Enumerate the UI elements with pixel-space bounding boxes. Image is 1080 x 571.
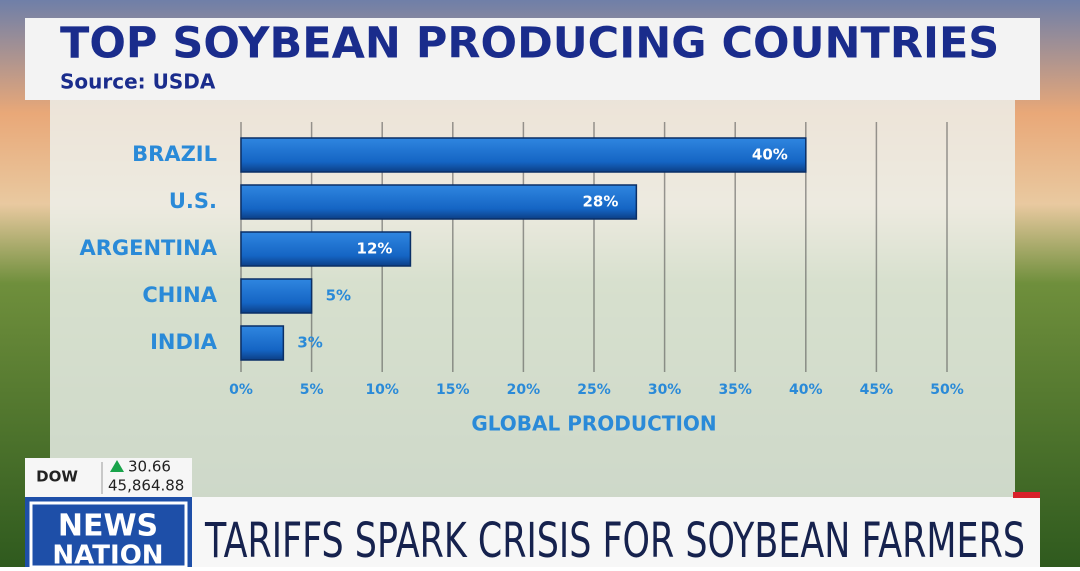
x-tick-label: 40% xyxy=(789,382,823,398)
logo-box xyxy=(25,497,192,567)
value-label: 3% xyxy=(297,334,322,352)
bar xyxy=(240,325,285,361)
plot: 0% 5% 10% 15% 20% 25% 30% 35% 40% 45% 50% BRAZIL 40%… xyxy=(79,122,964,398)
x-tick-label: 30% xyxy=(648,382,682,398)
y-tick-label: INDIA xyxy=(150,330,218,354)
chart-title: TOP SOYBEAN PRODUCING COUNTRIES xyxy=(60,19,999,69)
ticker-index: DOW xyxy=(36,468,78,486)
x-tick-label: 15% xyxy=(436,382,470,398)
logo-line1: NEWS xyxy=(58,509,158,544)
value-label: 12% xyxy=(357,240,393,258)
title-bar xyxy=(25,18,1040,100)
ticker-box xyxy=(25,458,192,497)
up-arrow xyxy=(110,460,124,472)
x-tick-label: 35% xyxy=(718,382,752,398)
value-label: 40% xyxy=(752,146,788,164)
x-tick-label: 20% xyxy=(507,382,541,398)
x-tick-label: 0% xyxy=(229,382,253,398)
y-tick-label: CHINA xyxy=(142,283,217,307)
value-label: 5% xyxy=(326,287,351,305)
ticker-change: 30.66 xyxy=(128,458,171,476)
x-tick-label: 50% xyxy=(930,382,964,398)
logo-line2: NATION xyxy=(52,541,163,568)
headline-box xyxy=(192,497,1040,567)
ticker-level: 45,864.88 xyxy=(108,477,184,495)
x-tick-label: 25% xyxy=(577,382,611,398)
y-tick-label: BRAZIL xyxy=(132,142,217,166)
y-tick-label: U.S. xyxy=(169,189,217,213)
x-tick-label: 45% xyxy=(860,382,894,398)
chart-subtitle: Source: USDA xyxy=(60,70,216,94)
bar xyxy=(240,278,313,314)
y-tick-label: ARGENTINA xyxy=(79,236,217,260)
bar xyxy=(240,184,638,220)
bar xyxy=(240,137,807,173)
bar xyxy=(240,231,412,267)
x-axis-label: GLOBAL PRODUCTION xyxy=(471,412,716,436)
x-tick-label: 10% xyxy=(365,382,399,398)
headline: TARIFFS SPARK CRISIS FOR SOYBEAN FARMERS xyxy=(204,513,1025,567)
value-label: 28% xyxy=(582,193,618,211)
accent xyxy=(1013,492,1040,498)
x-tick-label: 5% xyxy=(300,382,324,398)
